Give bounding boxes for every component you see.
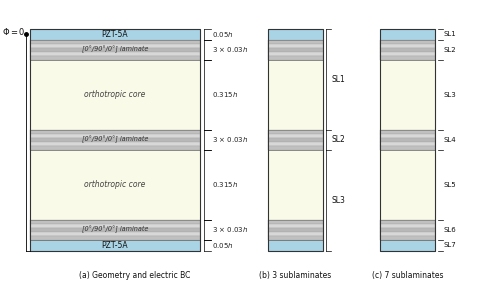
Bar	[380, 130, 435, 150]
Bar	[380, 40, 435, 60]
Bar	[380, 138, 435, 142]
Bar	[268, 220, 322, 224]
Bar	[380, 228, 435, 232]
Text: 0.315$h$: 0.315$h$	[212, 90, 238, 99]
Bar	[380, 130, 435, 134]
Bar	[380, 28, 435, 40]
Text: SL7: SL7	[444, 242, 456, 248]
Text: 0.05$h$: 0.05$h$	[212, 241, 233, 250]
Text: 0.315$h$: 0.315$h$	[212, 180, 238, 189]
Bar	[30, 138, 200, 142]
Text: PZT-5A: PZT-5A	[102, 30, 128, 38]
Bar	[30, 56, 200, 60]
Text: orthotropic core: orthotropic core	[84, 180, 146, 189]
Text: (c) 7 sublaminates: (c) 7 sublaminates	[372, 270, 444, 280]
Bar	[268, 44, 322, 48]
Bar	[30, 44, 200, 48]
Bar	[30, 236, 200, 240]
Bar	[268, 236, 322, 240]
Bar	[380, 44, 435, 48]
Text: SL2: SL2	[444, 47, 456, 53]
Bar	[30, 220, 200, 224]
Bar	[268, 28, 322, 251]
Text: SL5: SL5	[444, 182, 456, 188]
Bar	[268, 130, 322, 150]
Bar	[380, 56, 435, 60]
Bar	[268, 48, 322, 52]
Bar	[268, 232, 322, 236]
Bar	[268, 60, 322, 130]
Bar	[268, 130, 322, 134]
Bar	[380, 60, 435, 130]
Text: SL1: SL1	[332, 75, 346, 84]
Text: orthotropic core: orthotropic core	[84, 90, 146, 99]
Bar	[380, 150, 435, 220]
Text: SL3: SL3	[444, 92, 456, 98]
Bar	[268, 40, 322, 44]
Bar	[268, 138, 322, 142]
Bar	[268, 52, 322, 56]
Bar	[268, 228, 322, 232]
Bar	[380, 52, 435, 56]
Bar	[380, 224, 435, 228]
Bar	[380, 40, 435, 44]
Bar	[30, 232, 200, 236]
Bar	[268, 146, 322, 150]
Bar	[30, 134, 200, 138]
Bar	[380, 142, 435, 146]
Bar	[268, 134, 322, 138]
Bar	[268, 40, 322, 60]
Bar	[30, 52, 200, 56]
Text: 3 × 0.03$h$: 3 × 0.03$h$	[212, 135, 248, 144]
Bar	[30, 224, 200, 228]
Text: SL3: SL3	[332, 196, 346, 205]
Bar	[30, 146, 200, 150]
Bar	[30, 48, 200, 52]
Text: PZT-5A: PZT-5A	[102, 241, 128, 250]
Bar	[380, 236, 435, 240]
Bar	[380, 240, 435, 251]
Bar	[30, 130, 200, 134]
Bar	[30, 240, 200, 251]
Bar	[30, 60, 200, 130]
Bar	[30, 28, 200, 251]
Text: [0°/90°/0°] laminate: [0°/90°/0°] laminate	[82, 226, 148, 233]
Text: 3 × 0.03$h$: 3 × 0.03$h$	[212, 225, 248, 234]
Bar	[268, 142, 322, 146]
Text: (b) 3 sublaminates: (b) 3 sublaminates	[259, 270, 331, 280]
Bar	[30, 28, 200, 40]
Text: SL4: SL4	[444, 137, 456, 143]
Bar	[30, 142, 200, 146]
Text: (a) Geometry and electric BC: (a) Geometry and electric BC	[80, 270, 190, 280]
Text: [0°/90°/0°] laminate: [0°/90°/0°] laminate	[82, 46, 148, 53]
Bar	[380, 48, 435, 52]
Text: [0°/90°/0°] laminate: [0°/90°/0°] laminate	[82, 136, 148, 143]
Bar	[30, 40, 200, 60]
Bar	[268, 240, 322, 251]
Text: SL6: SL6	[444, 227, 456, 233]
Bar	[380, 220, 435, 240]
Text: SL1: SL1	[444, 31, 456, 37]
Bar	[30, 150, 200, 220]
Bar	[30, 130, 200, 150]
Bar	[30, 220, 200, 240]
Bar	[380, 220, 435, 224]
Text: $\Phi = 0$: $\Phi = 0$	[2, 26, 25, 37]
Bar	[268, 28, 322, 40]
Bar	[268, 150, 322, 220]
Bar	[380, 134, 435, 138]
Bar	[30, 228, 200, 232]
Bar	[380, 28, 435, 251]
Text: SL2: SL2	[332, 135, 346, 144]
Bar	[268, 224, 322, 228]
Text: 0.05$h$: 0.05$h$	[212, 30, 233, 38]
Bar	[268, 56, 322, 60]
Bar	[380, 146, 435, 150]
Bar	[268, 220, 322, 240]
Text: 3 × 0.03$h$: 3 × 0.03$h$	[212, 45, 248, 54]
Bar	[380, 232, 435, 236]
Bar	[30, 40, 200, 44]
